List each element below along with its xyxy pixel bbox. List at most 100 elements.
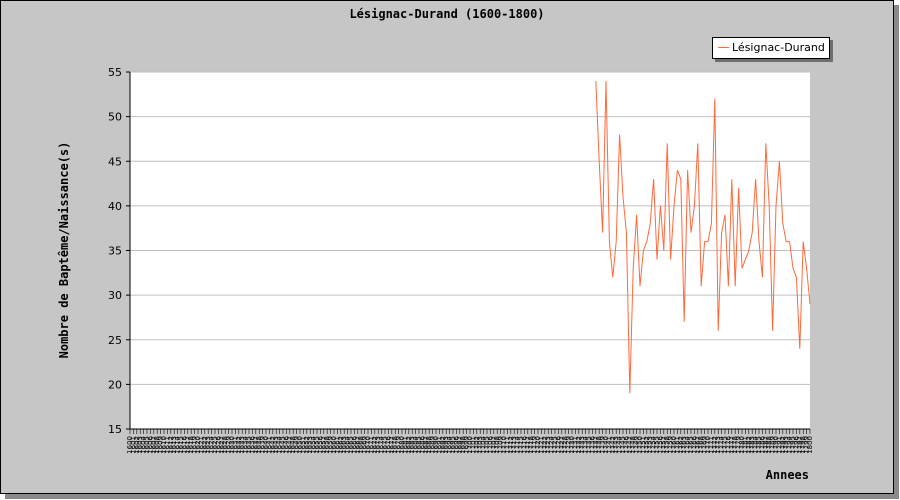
x-tick-label: 1666 bbox=[350, 435, 358, 453]
x-tick-label: 1712 bbox=[507, 436, 515, 454]
x-tick-label: 1764 bbox=[684, 435, 692, 453]
x-tick-label: 1606 bbox=[146, 435, 154, 453]
x-tick-label: 1673 bbox=[374, 436, 382, 454]
legend-swatch bbox=[718, 47, 729, 48]
y-tick-label: 50 bbox=[108, 111, 122, 124]
x-tick-label: 1701 bbox=[469, 436, 477, 454]
x-tick-label: 1614 bbox=[174, 435, 182, 453]
x-tick-label: 1789 bbox=[769, 436, 777, 454]
x-tick-label: 1696 bbox=[452, 435, 460, 453]
x-tick-label: 1632 bbox=[235, 436, 243, 454]
x-tick-label: 1734 bbox=[582, 435, 590, 453]
x-tick-label: 1617 bbox=[184, 436, 192, 454]
x-tick-label: 1663 bbox=[340, 436, 348, 454]
x-tick-label: 1625 bbox=[211, 436, 219, 454]
x-tick-label: 1738 bbox=[595, 436, 603, 454]
x-tick-label: 1653 bbox=[306, 436, 314, 454]
x-tick-label: 1757 bbox=[660, 436, 668, 454]
x-tick-label: 1722 bbox=[541, 436, 549, 454]
x-tick-label: 1636 bbox=[248, 435, 256, 453]
x-tick-label: 1665 bbox=[347, 436, 355, 454]
chart-title: Lésignac-Durand (1600-1800) bbox=[349, 7, 545, 21]
x-tick-label: 1752 bbox=[643, 436, 651, 454]
x-tick-label: 1601 bbox=[129, 436, 137, 454]
x-tick-label: 1615 bbox=[177, 436, 185, 454]
x-tick-label: 1751 bbox=[639, 436, 647, 454]
x-tick-label: 1644 bbox=[276, 435, 284, 453]
x-tick-label: 1610 bbox=[160, 436, 168, 454]
x-tick-label: 1651 bbox=[299, 436, 307, 454]
x-tick-label: 1618 bbox=[187, 436, 195, 454]
x-tick-label: 1671 bbox=[367, 436, 375, 454]
x-tick-label: 1654 bbox=[310, 435, 318, 453]
x-tick-label: 1656 bbox=[316, 435, 324, 453]
x-tick-label: 1709 bbox=[497, 436, 505, 454]
x-tick-label: 1716 bbox=[520, 435, 528, 453]
x-tick-label: 1676 bbox=[384, 435, 392, 453]
x-tick-label: 1800 bbox=[806, 436, 814, 454]
x-tick-label: 1735 bbox=[585, 436, 593, 454]
x-tick-label: 1792 bbox=[779, 436, 787, 454]
x-tick-label: 1667 bbox=[354, 436, 362, 454]
x-tick-label: 1650 bbox=[296, 436, 304, 454]
x-tick-label: 1669 bbox=[361, 436, 369, 454]
x-tick-label: 1659 bbox=[327, 436, 335, 454]
x-tick-label: 1613 bbox=[170, 436, 178, 454]
x-tick-label: 1753 bbox=[646, 436, 654, 454]
series-group bbox=[595, 80, 811, 394]
x-tick-label: 1756 bbox=[656, 435, 664, 453]
x-tick-label: 1774 bbox=[718, 435, 726, 453]
y-tick-label: 20 bbox=[108, 378, 122, 391]
x-tick-label: 1611 bbox=[163, 436, 171, 454]
x-tick-label: 1744 bbox=[616, 435, 624, 453]
x-tick-label: 1682 bbox=[405, 436, 413, 454]
x-tick-label: 1635 bbox=[245, 436, 253, 454]
x-tick-label: 1677 bbox=[388, 436, 396, 454]
x-tick-label: 1786 bbox=[758, 435, 766, 453]
x-tick-label: 1691 bbox=[435, 436, 443, 454]
x-tick-label: 1749 bbox=[633, 436, 641, 454]
x-tick-label: 1660 bbox=[330, 436, 338, 454]
x-tick-label: 1776 bbox=[724, 435, 732, 453]
x-tick-label: 1686 bbox=[418, 435, 426, 453]
x-tick-label: 1634 bbox=[242, 435, 250, 453]
x-tick-label: 1620 bbox=[194, 436, 202, 454]
x-tick-label: 1652 bbox=[303, 436, 311, 454]
x-tick-label: 1794 bbox=[786, 435, 794, 453]
x-tick-label: 1641 bbox=[265, 436, 273, 454]
x-tick-label: 1648 bbox=[289, 436, 297, 454]
x-tick-label: 1692 bbox=[439, 436, 447, 454]
x-tick-label: 1730 bbox=[568, 436, 576, 454]
x-tick-label: 1714 bbox=[514, 435, 522, 453]
x-tick-label: 1739 bbox=[599, 436, 607, 454]
x-tick-label: 1741 bbox=[605, 436, 613, 454]
x-tick-label: 1788 bbox=[765, 436, 773, 454]
x-tick-label: 1631 bbox=[231, 436, 239, 454]
x-tick-label: 1704 bbox=[480, 435, 488, 453]
x-tick-label: 1687 bbox=[422, 436, 430, 454]
x-tick-label: 1672 bbox=[371, 436, 379, 454]
y-tick-label: 25 bbox=[108, 334, 122, 347]
x-tick-label: 1796 bbox=[792, 435, 800, 453]
x-tick-label: 1624 bbox=[208, 435, 216, 453]
x-tick-label: 1784 bbox=[752, 435, 760, 453]
x-tick-label: 1797 bbox=[796, 436, 804, 454]
x-tick-label: 1679 bbox=[395, 436, 403, 454]
x-tick-label: 1766 bbox=[690, 435, 698, 453]
x-tick-label: 1616 bbox=[180, 435, 188, 453]
x-tick-label: 1727 bbox=[558, 436, 566, 454]
x-tick-label: 1626 bbox=[214, 435, 222, 453]
x-tick-label: 1717 bbox=[524, 436, 532, 454]
x-tick-label: 1787 bbox=[762, 436, 770, 454]
x-tick-label: 1707 bbox=[490, 436, 498, 454]
x-tick-label: 1607 bbox=[150, 436, 158, 454]
x-tick-label: 1622 bbox=[201, 436, 209, 454]
x-tick-label: 1713 bbox=[510, 436, 518, 454]
x-tick-label: 1762 bbox=[677, 436, 685, 454]
x-tick-label: 1638 bbox=[255, 436, 263, 454]
x-tick-label: 1623 bbox=[204, 436, 212, 454]
x-tick-label: 1721 bbox=[537, 436, 545, 454]
x-tick-label: 1630 bbox=[228, 436, 236, 454]
x-tick-label: 1780 bbox=[738, 436, 746, 454]
